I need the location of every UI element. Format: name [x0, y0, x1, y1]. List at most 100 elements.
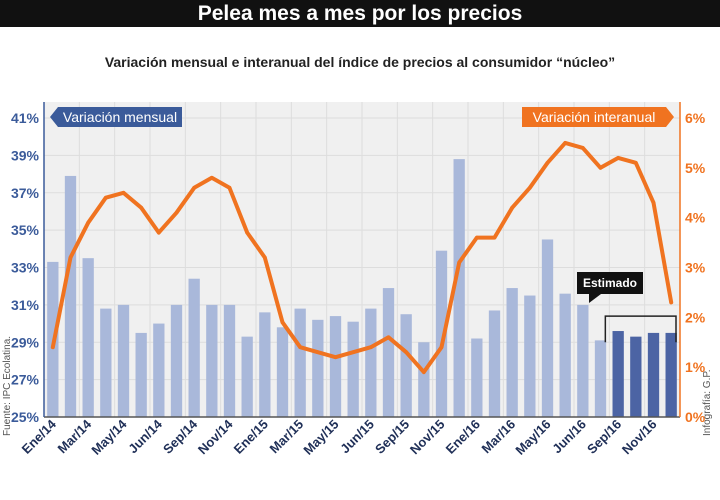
y-right-tick-label: 3%	[685, 260, 706, 276]
legend-interanual-tag	[522, 107, 674, 127]
bar	[241, 336, 253, 417]
line-point	[651, 200, 656, 205]
line-point	[121, 190, 126, 195]
y-left-tick-label: 41%	[11, 110, 40, 126]
y-left-tick-label: 27%	[11, 372, 40, 388]
line-point	[351, 350, 355, 355]
bar	[594, 340, 607, 417]
x-tick-label: Nov/16	[619, 417, 660, 458]
line-interanual	[50, 140, 674, 375]
bar	[559, 293, 571, 417]
bar	[117, 304, 130, 417]
bar	[153, 323, 165, 417]
bar	[100, 308, 112, 417]
bar	[418, 342, 430, 417]
y-left-tick-label: 31%	[11, 297, 40, 313]
credit-note: Infografía: G.P.	[702, 369, 713, 436]
y-right-tick-label: 4%	[685, 210, 706, 226]
y-left-tick-label: 37%	[11, 185, 40, 201]
y-right-tick-label: 6%	[685, 110, 706, 126]
y-right-tick-label: 2%	[685, 309, 706, 325]
x-tick-label: Nov/15	[407, 417, 448, 458]
estimated-callout-pointer	[589, 294, 601, 303]
line-point	[598, 166, 603, 170]
line-point	[86, 220, 90, 225]
bar	[294, 308, 306, 417]
bar	[400, 314, 412, 417]
line-point	[581, 146, 585, 150]
line-point	[545, 161, 550, 165]
line-point	[51, 345, 55, 350]
x-tick-label: May/15	[300, 417, 341, 458]
line-point	[245, 230, 249, 235]
x-tick-label: Sep/16	[584, 417, 624, 457]
y-left-tick-label: 39%	[11, 147, 40, 163]
bar	[471, 338, 483, 417]
y-left-tick-label: 29%	[11, 334, 40, 350]
line-point	[68, 255, 73, 260]
x-tick-label: Mar/15	[267, 417, 307, 457]
line-point	[616, 156, 620, 160]
bar	[170, 304, 183, 417]
bar-estimated	[630, 336, 642, 417]
x-tick-label: Ene/15	[231, 417, 271, 457]
x-tick-label: Mar/16	[479, 417, 519, 457]
line-point	[492, 235, 497, 240]
x-tick-label: Jun/14	[125, 416, 165, 456]
y-right-tick-label: 0%	[685, 409, 706, 425]
bar	[347, 321, 359, 417]
bar	[206, 304, 218, 417]
bar	[135, 332, 147, 417]
line-point	[369, 345, 373, 350]
bar	[188, 278, 200, 417]
bar-estimated	[647, 332, 660, 417]
line-point	[104, 195, 108, 200]
line-point	[157, 230, 161, 235]
line-point	[669, 300, 673, 305]
bar	[382, 288, 395, 417]
x-tick-label: Mar/14	[55, 416, 95, 456]
y-right-tick-label: 5%	[685, 160, 706, 176]
estimated-callout	[577, 272, 643, 294]
x-tick-label: Nov/14	[195, 416, 236, 457]
y-right-tick-label: 1%	[685, 359, 706, 375]
line-point	[263, 255, 267, 260]
line-point	[139, 205, 143, 210]
y-left-tick-label: 33%	[11, 260, 40, 276]
line-point	[210, 176, 214, 180]
x-tick-label: Jun/16	[549, 417, 589, 457]
line-point	[475, 235, 479, 240]
line-point	[528, 185, 532, 190]
bar	[577, 304, 589, 417]
bar	[453, 159, 465, 418]
line-point	[563, 141, 567, 145]
bar	[365, 308, 377, 417]
x-tick-label: May/16	[512, 417, 553, 458]
x-tick-label: Jun/15	[337, 417, 377, 457]
bar-estimated	[612, 331, 624, 417]
line-point	[298, 345, 302, 350]
legend-mensual-label: Variación mensual	[63, 109, 177, 125]
page-title: Pelea mes a mes por los precios	[197, 2, 523, 25]
y-left-tick-label: 35%	[11, 222, 40, 238]
headline-bar	[0, 0, 720, 27]
estimated-bracket	[604, 315, 677, 343]
legend-mensual-tag	[50, 107, 182, 127]
line-point	[192, 185, 196, 190]
x-tick-label: Sep/14	[160, 416, 201, 457]
bar-estimated	[665, 332, 677, 417]
line-point	[316, 350, 320, 355]
bar	[506, 288, 518, 417]
line-point	[280, 320, 285, 325]
line-point	[439, 345, 444, 350]
bar	[259, 312, 271, 417]
bar	[64, 175, 77, 417]
bar	[223, 304, 236, 417]
line-point	[227, 185, 232, 190]
line-point	[404, 350, 408, 355]
source-note: Fuente: IPC Ecolatina.	[2, 335, 13, 436]
estimated-label: Estimado	[583, 276, 637, 290]
bar	[82, 258, 94, 417]
x-tick-label: Ene/16	[443, 417, 483, 457]
bar	[541, 239, 554, 417]
